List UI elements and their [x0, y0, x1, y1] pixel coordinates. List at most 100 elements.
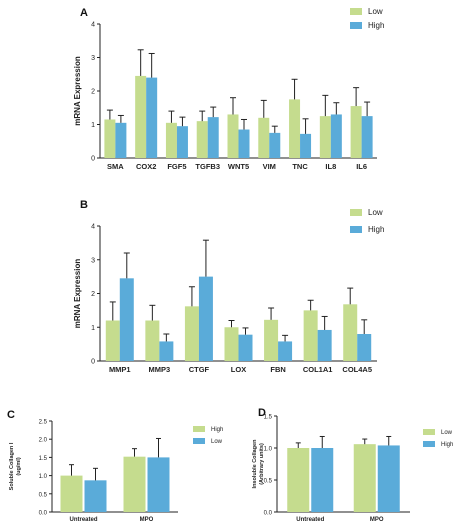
x-category-label: IL6 — [356, 162, 367, 171]
legend-label-low: Low — [368, 208, 383, 217]
bar-low-il8 — [319, 116, 331, 158]
y-tick-label: 2.0 — [39, 438, 48, 444]
x-category-label: TGFB3 — [195, 162, 220, 171]
y-axis-title: Insoluble Collagen — [252, 439, 258, 489]
bar-high-tgfb3 — [207, 117, 219, 158]
bar-low-il6 — [350, 106, 362, 158]
bar-low-tgfb3 — [196, 121, 208, 158]
bar-high-mpo — [377, 445, 400, 512]
legend-label-high: High — [368, 21, 384, 30]
x-category-label: CTGF — [189, 365, 210, 374]
y-tick-label: 0.5 — [264, 479, 273, 485]
y-tick-label: 1.0 — [39, 474, 48, 480]
y-axis-title: Soluble Collagen I — [9, 442, 15, 490]
bar-low-vim — [258, 117, 270, 158]
x-category-label: WNT5 — [228, 162, 249, 171]
bar-high-untreated — [60, 475, 83, 512]
bar-high-lox — [238, 334, 253, 361]
bar-low-mpo — [353, 444, 376, 512]
x-category-label: COL4A5 — [342, 365, 372, 374]
legend-label-high: High — [211, 427, 223, 433]
bar-high-fgf5 — [176, 126, 188, 158]
x-category-label: COL1A1 — [303, 365, 333, 374]
x-category-label: MPO — [370, 517, 384, 523]
panel-label: D — [258, 407, 266, 419]
bar-high-mmp3 — [159, 341, 174, 361]
legend-swatch-low — [423, 429, 435, 435]
bar-high-il6 — [361, 116, 373, 158]
legend-label-high: High — [368, 225, 384, 234]
bar-low-fgf5 — [165, 122, 177, 158]
legend-swatch-low — [193, 438, 205, 444]
y-tick-label: 0.0 — [39, 511, 48, 517]
bar-high-cox2 — [146, 77, 158, 158]
x-category-label: MPO — [140, 517, 154, 523]
x-category-label: Untreated — [69, 517, 97, 523]
y-tick-label: 0 — [91, 359, 95, 366]
y-tick-label: 4 — [91, 22, 95, 29]
legend-swatch-high — [350, 22, 362, 29]
y-axis-title-units: (Arbitrary units) — [259, 443, 265, 485]
panel-label: B — [80, 199, 88, 211]
chart-panel-c: C 0.0 0.5 1.0 1.5 2.0 2.5 Soluble Collagen I (ug… — [7, 409, 223, 523]
bar-low-col1a1 — [303, 310, 318, 361]
legend-label-high: High — [441, 442, 453, 448]
y-tick-label: 1.5 — [39, 456, 48, 462]
y-tick-label: 2 — [91, 291, 95, 298]
y-tick-label: 0.0 — [264, 511, 273, 517]
x-category-label: FBN — [270, 365, 285, 374]
x-category-label: MMP3 — [149, 365, 171, 374]
panel-label: A — [80, 7, 88, 19]
bar-high-col4a5 — [357, 334, 372, 361]
y-axis-title-units: (ug/ml) — [16, 457, 22, 475]
legend-swatch-high — [423, 441, 435, 447]
chart-panel-a: A 0 1 2 3 4 mRNA Expression SMA COX2 FGF5 TGFB3 WNT… — [73, 7, 384, 171]
bar-high-mmp1 — [119, 278, 134, 361]
x-category-label: COX2 — [136, 162, 156, 171]
chart-panel-d: D 0.0 0.5 1.0 1.5 Insoluble Collagen (Arbitrar… — [252, 407, 453, 523]
y-tick-label: 2.5 — [39, 420, 48, 426]
bar-high-vim — [269, 132, 281, 158]
bar-low-untreated — [84, 480, 107, 512]
bar-low-cox2 — [135, 75, 147, 158]
bar-high-ctgf — [198, 276, 213, 361]
bar-high-col1a1 — [317, 329, 332, 361]
y-axis-title: mRNA Expression — [73, 259, 82, 329]
x-category-label: IL8 — [325, 162, 336, 171]
x-category-label: SMA — [107, 162, 124, 171]
bar-low-untreated — [287, 448, 310, 512]
bar-low-fbn — [264, 319, 279, 361]
legend-swatch-low — [350, 8, 362, 15]
y-tick-label: 1.0 — [264, 447, 273, 453]
bar-high-mpo — [123, 456, 146, 512]
x-category-label: FGF5 — [167, 162, 186, 171]
y-tick-label: 1 — [91, 325, 95, 332]
bar-high-untreated — [311, 448, 334, 512]
bar-high-fbn — [278, 341, 293, 361]
bar-high-il8 — [330, 114, 342, 158]
bar-low-tnc — [289, 99, 301, 158]
x-category-label: LOX — [231, 365, 246, 374]
bar-low-mpo — [147, 457, 170, 512]
y-tick-label: 1 — [91, 122, 95, 129]
y-tick-label: 0.5 — [39, 492, 48, 498]
panel-label: C — [7, 409, 15, 421]
bar-low-ctgf — [184, 306, 199, 361]
legend-swatch-high — [350, 226, 362, 233]
x-category-label: MMP1 — [109, 365, 131, 374]
bar-high-sma — [115, 122, 127, 158]
x-category-label: TNC — [292, 162, 308, 171]
bar-low-lox — [224, 327, 239, 361]
y-tick-label: 1.5 — [264, 415, 273, 421]
bar-low-col4a5 — [343, 304, 358, 361]
y-tick-label: 3 — [91, 257, 95, 264]
legend-label-low: Low — [211, 439, 223, 445]
legend-swatch-low — [350, 209, 362, 216]
legend-swatch-high — [193, 426, 205, 432]
x-category-label: VIM — [263, 162, 276, 171]
chart-panel-b: B 0 1 2 3 4 mRNA Expression MMP1 MMP3 CTGF LOX FBN C… — [73, 199, 384, 374]
y-tick-label: 0 — [91, 156, 95, 163]
bar-low-mmp3 — [145, 320, 160, 361]
y-tick-label: 2 — [91, 89, 95, 96]
